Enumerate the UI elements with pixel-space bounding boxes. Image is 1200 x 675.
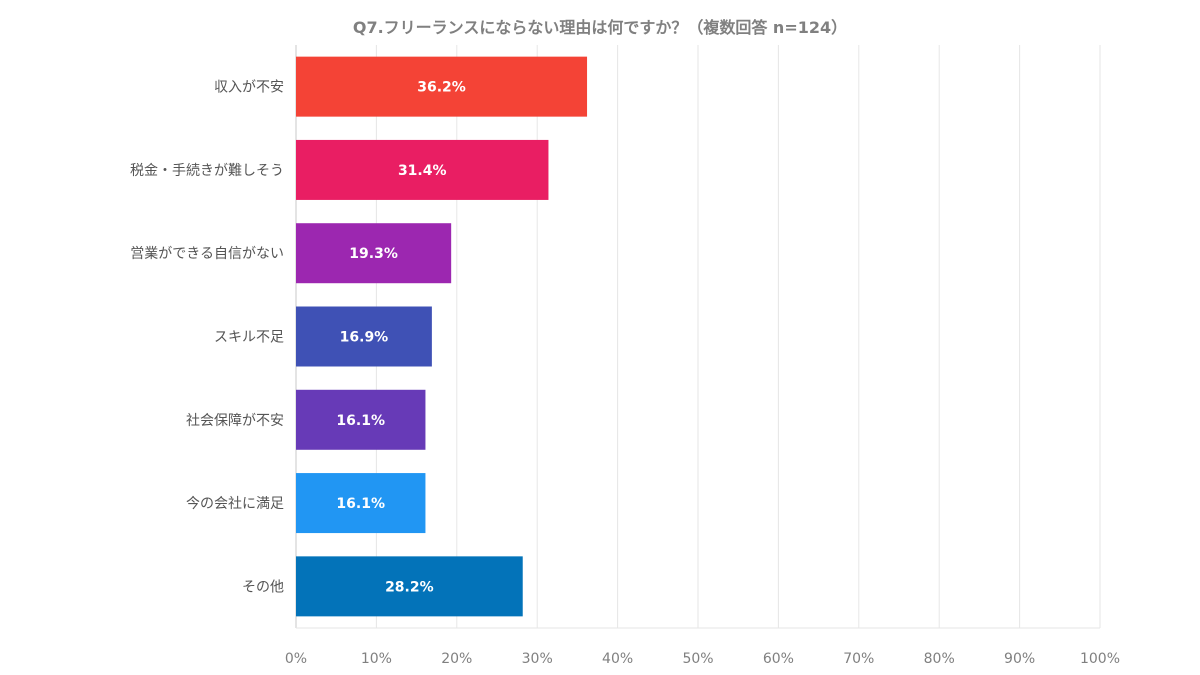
bar [296, 473, 426, 534]
data-label: 16.1% [336, 413, 385, 429]
data-label: 28.2% [385, 579, 434, 595]
bar [296, 56, 588, 117]
bar [296, 389, 426, 450]
x-tick-label: 70% [843, 651, 874, 667]
bar [296, 556, 523, 617]
x-tick-label: 30% [522, 651, 553, 667]
category-label: 社会保障が不安 [186, 413, 284, 429]
category-label: 今の会社に満足 [186, 496, 284, 512]
category-label: その他 [242, 579, 284, 595]
data-label: 19.3% [349, 246, 398, 262]
category-label: スキル不足 [214, 330, 284, 346]
bar [296, 223, 452, 284]
x-tick-label: 20% [441, 651, 472, 667]
x-tick-label: 80% [924, 651, 955, 667]
data-label: 16.9% [340, 330, 389, 346]
data-label: 16.1% [336, 496, 385, 512]
bar [296, 139, 549, 200]
category-label: 税金・手続きが難しそう [130, 162, 284, 179]
category-label: 営業ができる自信がない [130, 246, 284, 262]
x-tick-label: 40% [602, 651, 633, 667]
x-tick-label: 60% [763, 651, 794, 667]
x-tick-label: 100% [1080, 651, 1120, 667]
category-label: 収入が不安 [214, 80, 284, 96]
bar [296, 306, 432, 367]
x-tick-label: 90% [1004, 651, 1035, 667]
x-tick-label: 0% [285, 651, 307, 667]
data-label: 31.4% [398, 163, 447, 179]
data-label: 36.2% [417, 80, 466, 96]
x-tick-label: 50% [682, 651, 713, 667]
x-tick-label: 10% [361, 651, 392, 667]
chart-title: Q7.フリーランスにならない理由は何ですか？（複数回答 n=124） [352, 18, 848, 37]
